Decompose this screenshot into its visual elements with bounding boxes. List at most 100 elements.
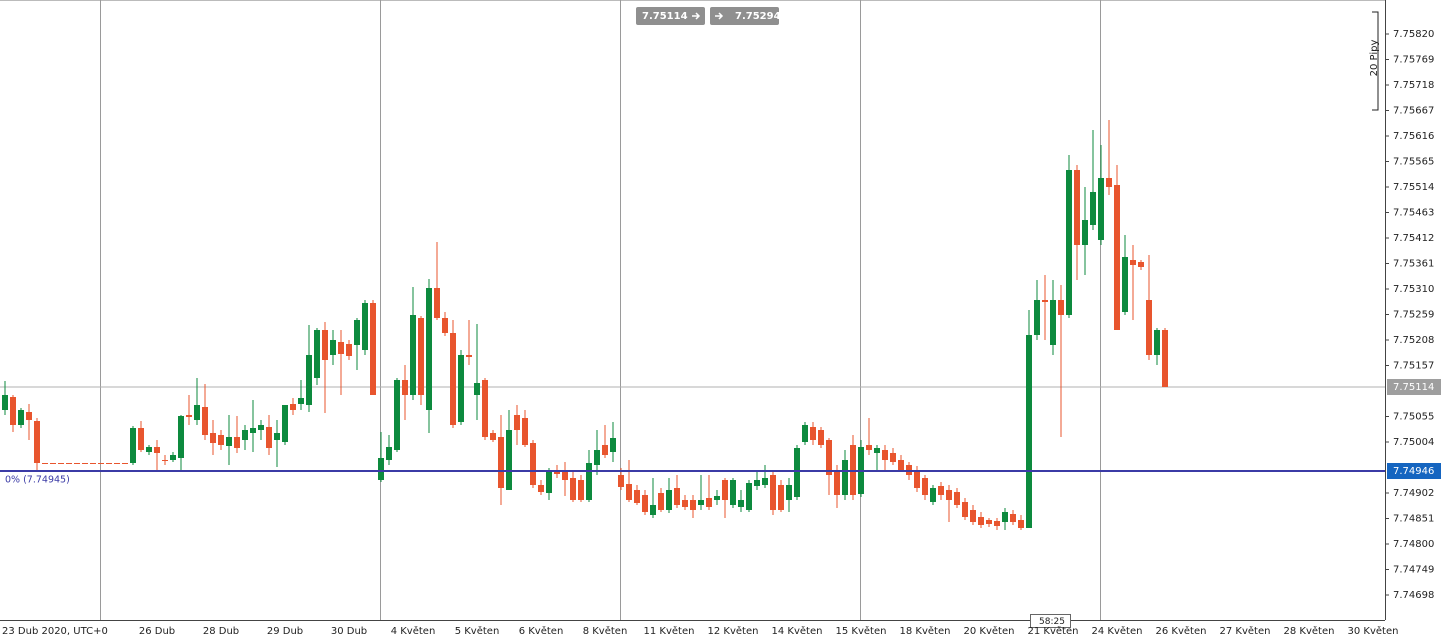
y-tick-label: 7.74800: [1393, 539, 1434, 550]
plot: [0, 120, 1385, 530]
x-tick-label: 30 Dub: [331, 626, 367, 637]
x-tick-label: 23 Dub 2020, UTC+0: [2, 626, 108, 637]
candle-body: [2, 395, 8, 410]
timer: 58:25: [1030, 614, 1071, 628]
y-tick-label: 7.74698: [1393, 590, 1434, 601]
candle-body: [306, 355, 312, 405]
x-tick-label: 26 Květen: [1156, 625, 1207, 637]
candle-body: [690, 500, 696, 510]
x-tick-label: 4 Květen: [391, 625, 436, 637]
x-tick-label: 30 Květen: [1348, 625, 1399, 637]
x-tick-label: 15 Květen: [836, 625, 887, 637]
candle-body: [410, 315, 416, 395]
candle-body: [770, 475, 776, 510]
candle-body: [426, 288, 432, 410]
ruler-box: 7.75114 7.75294: [636, 7, 781, 25]
candle-body: [794, 448, 800, 497]
candle-body: [618, 475, 624, 487]
y-tick-label: 7.75208: [1393, 335, 1434, 346]
x-tick-label: 20 Květen: [964, 625, 1015, 637]
candle-body: [330, 340, 336, 355]
current-price: 7.75114: [1393, 382, 1434, 393]
level-price-box: [1387, 463, 1441, 479]
candle-body: [946, 490, 952, 500]
candle-body: [810, 427, 816, 440]
y-tick-label: 7.75361: [1393, 259, 1434, 270]
candle-body: [634, 490, 640, 503]
candle-body: [930, 488, 936, 502]
level-price: 7.74946: [1393, 466, 1434, 477]
candle-body: [730, 480, 736, 505]
candle-body: [898, 460, 904, 470]
candle-body: [698, 500, 704, 505]
timer-box: [1030, 614, 1071, 628]
candle-body: [458, 355, 464, 422]
arrow: [692, 12, 701, 20]
y-tick-label: 7.75412: [1393, 233, 1434, 244]
x-tick-label: 14 Květen: [772, 625, 823, 637]
candle-body: [34, 421, 40, 463]
candle-body: [362, 303, 368, 350]
candle-body: [466, 355, 472, 357]
candle-body: [1098, 178, 1104, 240]
candle-body: [978, 517, 984, 525]
y-tick-label: 7.74902: [1393, 488, 1434, 499]
candle-body: [882, 450, 888, 460]
candle-body: [1050, 300, 1056, 345]
ruler-to: 7.75294: [735, 11, 781, 22]
candle-body: [546, 470, 552, 493]
candle-body: [562, 470, 568, 480]
candle-body: [234, 437, 240, 448]
y-tick-label: 7.74749: [1393, 565, 1434, 576]
candle-body: [202, 407, 208, 435]
candle-body: [746, 483, 752, 510]
candle-body: [106, 463, 112, 464]
y-tick-label: 7.75667: [1393, 106, 1434, 117]
candle-body: [706, 498, 712, 507]
candle-body: [1026, 335, 1032, 528]
candle-body: [586, 463, 592, 500]
candle-body: [282, 405, 288, 442]
candle-body: [242, 430, 248, 440]
candle-body: [994, 521, 1000, 526]
x-tick-label: 26 Dub: [139, 626, 175, 637]
candle-body: [1154, 330, 1160, 355]
candle-body: [82, 463, 88, 464]
candle-body: [1042, 300, 1048, 302]
candle-body: [786, 485, 792, 500]
candle-body: [322, 330, 328, 360]
candle-body: [442, 318, 448, 333]
candle-body: [482, 380, 488, 437]
candle-body: [626, 484, 632, 500]
candle-body: [1034, 300, 1040, 335]
candle-body: [402, 380, 408, 395]
y-tick-label: 7.75565: [1393, 157, 1434, 168]
candle-body: [538, 485, 544, 492]
candle-body: [114, 463, 120, 464]
x-tick-label: 28 Dub: [203, 626, 239, 637]
y-tick-label: 7.75055: [1393, 412, 1434, 423]
candle-body: [266, 427, 272, 448]
x-tick-label: 21 Květen: [1028, 625, 1079, 637]
candle-body: [346, 344, 352, 356]
candle-body: [26, 412, 32, 420]
y-tick-label: 7.75616: [1393, 131, 1434, 142]
ruler-to-box: [710, 7, 779, 25]
y-tick-label: 7.75259: [1393, 310, 1434, 321]
candle-body: [594, 450, 600, 465]
candle-body: [514, 415, 520, 430]
candle-body: [1114, 185, 1120, 330]
candle-body: [162, 460, 168, 461]
candle-body: [258, 425, 264, 430]
candle-body: [962, 502, 968, 517]
pips-label: 20 Pipy: [1369, 40, 1380, 77]
candle-body: [450, 333, 456, 425]
candle-body: [66, 463, 72, 464]
candle-body: [394, 380, 400, 450]
y-tick-label: 7.75157: [1393, 361, 1434, 372]
x-tick-label: 27 Květen: [1220, 625, 1271, 637]
candle-body: [50, 463, 56, 464]
y-tick-label: 7.75514: [1393, 182, 1434, 193]
